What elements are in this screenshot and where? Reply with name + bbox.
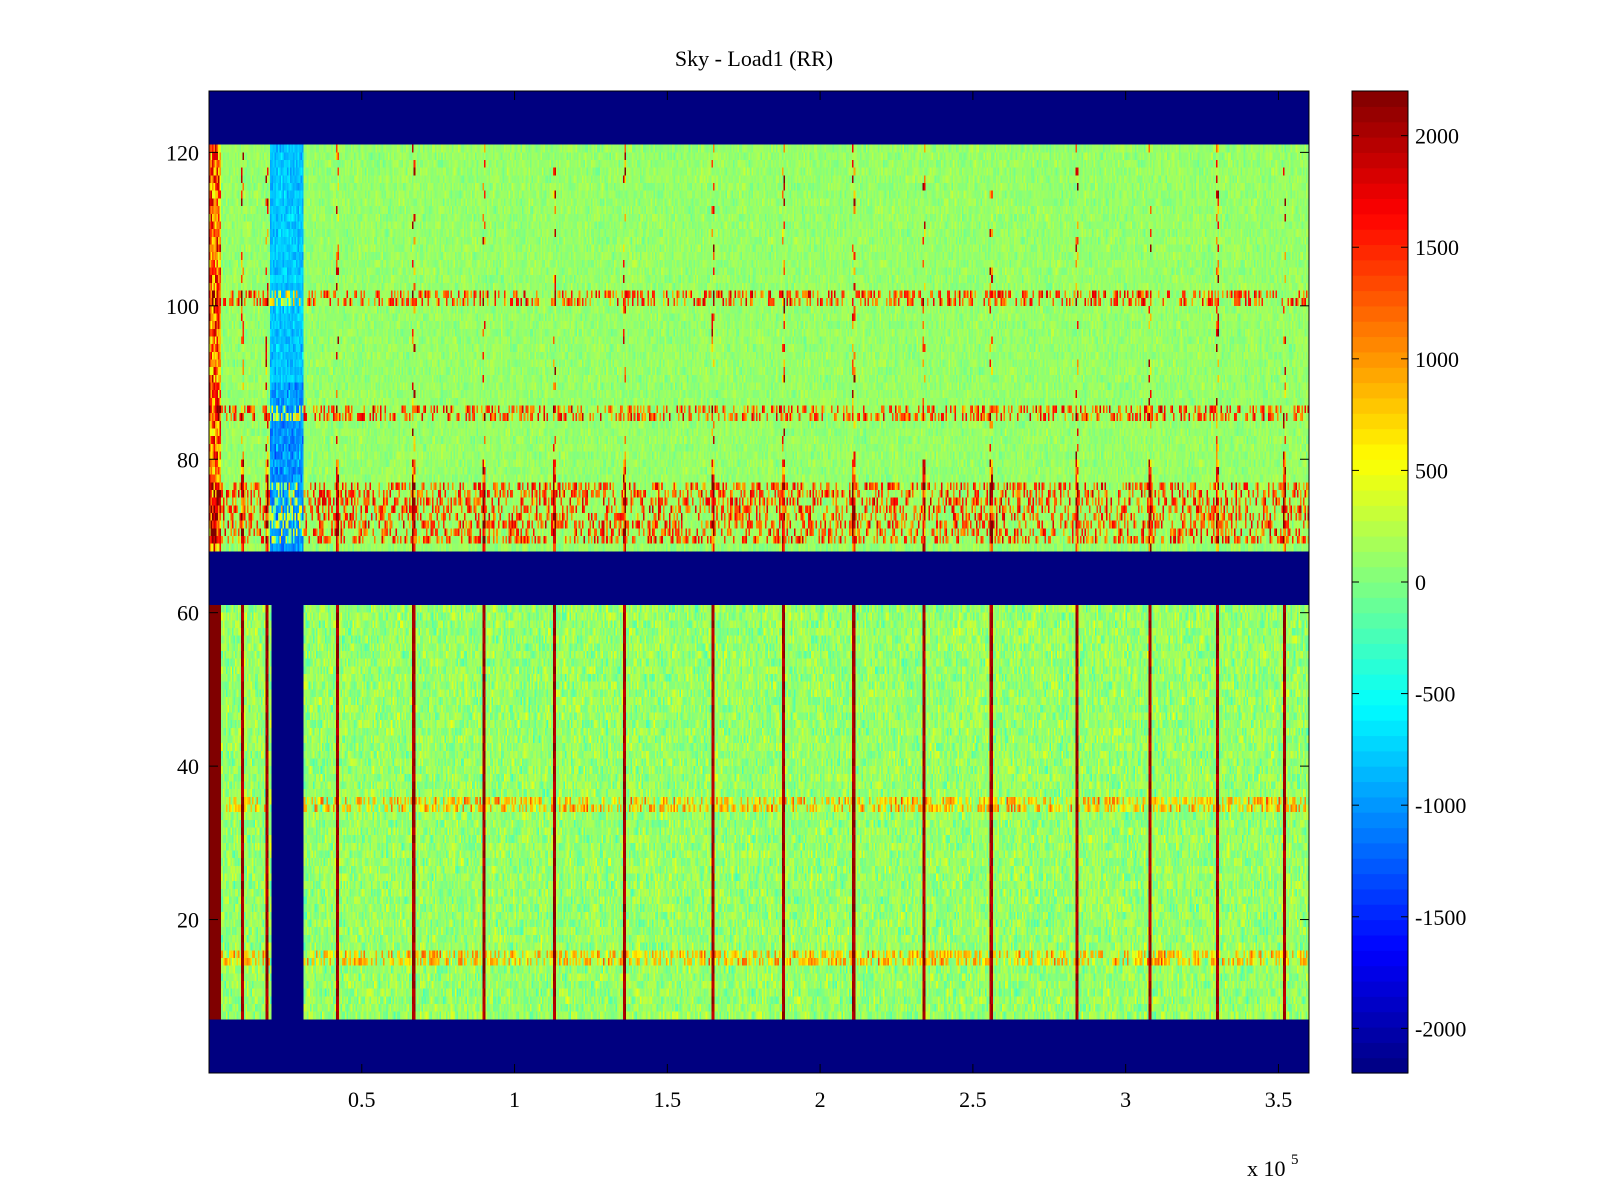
colorbar-segment	[1352, 260, 1408, 276]
colorbar-segment	[1352, 521, 1408, 537]
x-tick-label: 3	[1120, 1087, 1131, 1112]
colorbar-segment	[1352, 659, 1408, 675]
colorbar-tick-label: 500	[1415, 458, 1448, 483]
colorbar-segment	[1352, 735, 1408, 751]
colorbar-tick-label: 1500	[1415, 235, 1459, 260]
x-axis-multiplier: x 10 5	[1247, 1152, 1299, 1181]
colorbar-segment	[1352, 152, 1408, 168]
colorbar-segment	[1352, 720, 1408, 736]
y-tick-label: 40	[177, 754, 199, 779]
colorbar-tick-label: 1000	[1415, 347, 1459, 372]
colorbar-tick-label: 2000	[1415, 124, 1459, 149]
colorbar-segment	[1352, 781, 1408, 797]
colorbar: 2000 1500 1000 500 0 -500 -1000 -1500 -2000	[1352, 91, 1466, 1074]
colorbar-segment	[1352, 889, 1408, 905]
colorbar-segment	[1352, 828, 1408, 844]
colorbar-segment	[1352, 1058, 1408, 1074]
colorbar-segment	[1352, 797, 1408, 813]
colorbar-tick-label: 0	[1415, 570, 1426, 595]
colorbar-segment	[1352, 91, 1408, 107]
colorbar-segment	[1352, 643, 1408, 659]
colorbar-segment	[1352, 674, 1408, 690]
colorbar-segment	[1352, 920, 1408, 936]
colorbar-segment	[1352, 536, 1408, 552]
colorbar-segment	[1352, 321, 1408, 337]
colorbar-segment	[1352, 705, 1408, 721]
chart-title: Sky - Load1 (RR)	[675, 46, 833, 71]
colorbar-segment	[1352, 582, 1408, 598]
colorbar-segment	[1352, 689, 1408, 705]
colorbar-segment	[1352, 843, 1408, 859]
colorbar-segment	[1352, 950, 1408, 966]
x-tick-label: 3.5	[1265, 1087, 1293, 1112]
colorbar-segment	[1352, 398, 1408, 414]
colorbar-segment	[1352, 413, 1408, 429]
colorbar-segment	[1352, 551, 1408, 567]
colorbar-segment	[1352, 198, 1408, 214]
y-tick-label: 100	[166, 294, 199, 319]
x-tick-label: 2.5	[959, 1087, 987, 1112]
colorbar-segment	[1352, 996, 1408, 1012]
colorbar-segment	[1352, 597, 1408, 613]
colorbar-segment	[1352, 1012, 1408, 1028]
colorbar-tick-label: -500	[1415, 682, 1455, 707]
colorbar-segment	[1352, 475, 1408, 491]
x-tick-label: 1	[509, 1087, 520, 1112]
colorbar-segment	[1352, 981, 1408, 997]
y-tick-label: 80	[177, 447, 199, 472]
colorbar-segment	[1352, 628, 1408, 644]
colorbar-segment	[1352, 459, 1408, 475]
y-tick-label: 120	[166, 140, 199, 165]
y-tick-label: 60	[177, 601, 199, 626]
colorbar-segment	[1352, 858, 1408, 874]
colorbar-tick-label: -1000	[1415, 793, 1466, 818]
colorbar-segment	[1352, 490, 1408, 506]
colorbar-segment	[1352, 106, 1408, 122]
colorbar-segment	[1352, 168, 1408, 184]
heatmap-image	[209, 91, 1309, 1073]
colorbar-tick-label: -1500	[1415, 905, 1466, 930]
y-tick-label: 20	[177, 908, 199, 933]
x-axis-multiplier-base: x 10	[1247, 1156, 1286, 1181]
x-tick-label: 2	[815, 1087, 826, 1112]
colorbar-segment	[1352, 966, 1408, 982]
colorbar-segment	[1352, 306, 1408, 322]
colorbar-segment	[1352, 874, 1408, 890]
colorbar-segment	[1352, 766, 1408, 782]
colorbar-segment	[1352, 383, 1408, 399]
colorbar-segment	[1352, 1042, 1408, 1058]
colorbar-segment	[1352, 444, 1408, 460]
colorbar-segment	[1352, 613, 1408, 629]
colorbar-segment	[1352, 367, 1408, 383]
colorbar-segment	[1352, 137, 1408, 153]
colorbar-segment	[1352, 214, 1408, 230]
colorbar-segment	[1352, 505, 1408, 521]
colorbar-segment	[1352, 244, 1408, 260]
colorbar-segment	[1352, 935, 1408, 951]
colorbar-segment	[1352, 751, 1408, 767]
colorbar-segment	[1352, 429, 1408, 445]
colorbar-segment	[1352, 290, 1408, 306]
x-tick-label: 0.5	[348, 1087, 376, 1112]
x-axis-multiplier-exponent: 5	[1291, 1152, 1299, 1168]
colorbar-segment	[1352, 904, 1408, 920]
plot-area	[209, 91, 1309, 1073]
colorbar-segment	[1352, 352, 1408, 368]
colorbar-segment	[1352, 1027, 1408, 1043]
colorbar-segment	[1352, 122, 1408, 138]
colorbar-segment	[1352, 229, 1408, 245]
colorbar-segment	[1352, 337, 1408, 353]
colorbar-segment	[1352, 183, 1408, 199]
colorbar-tick-label: -2000	[1415, 1016, 1466, 1041]
colorbar-segment	[1352, 812, 1408, 828]
colorbar-segment	[1352, 567, 1408, 583]
colorbar-segment	[1352, 275, 1408, 291]
x-tick-label: 1.5	[654, 1087, 682, 1112]
